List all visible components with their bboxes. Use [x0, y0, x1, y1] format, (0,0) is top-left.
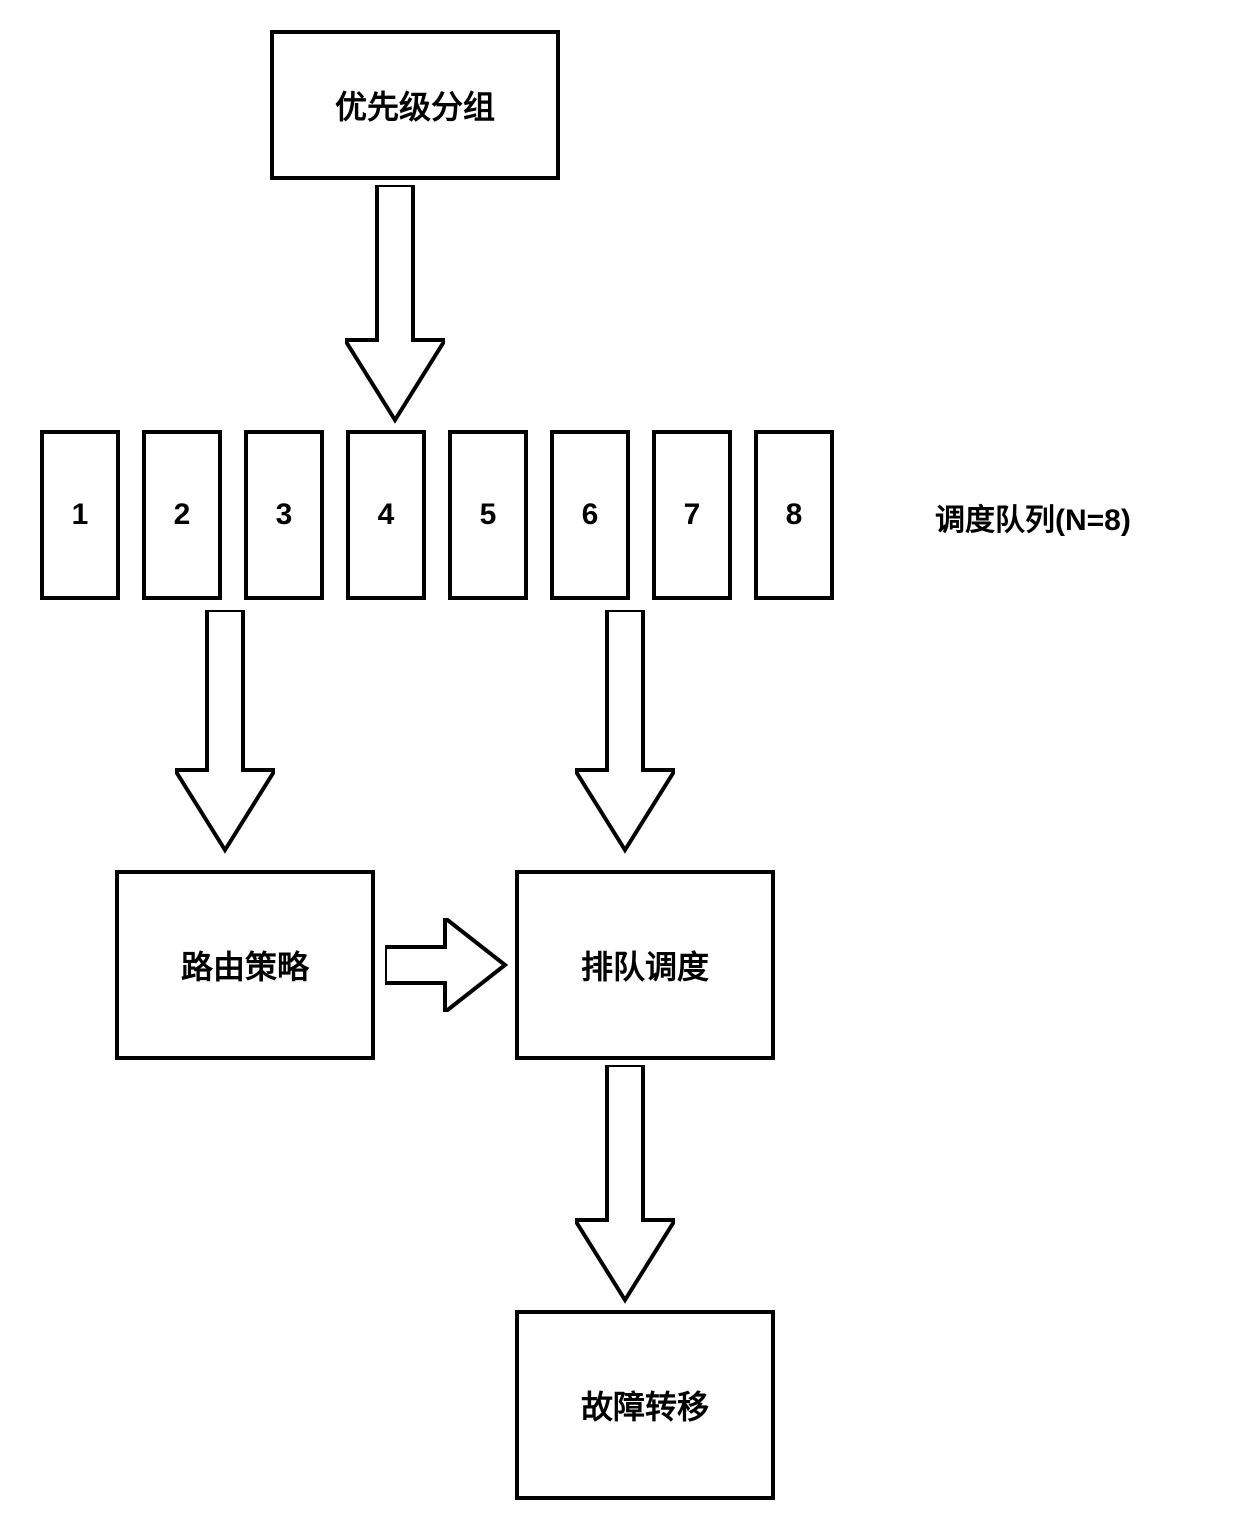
queue-cell-2: 2: [142, 430, 222, 600]
queue-cell-label: 5: [480, 498, 497, 532]
queue-cell-3: 3: [244, 430, 324, 600]
queue-cell-label: 2: [174, 498, 191, 532]
node-routing: 路由策略: [115, 870, 375, 1060]
node-failover-label: 故障转移: [581, 1382, 709, 1428]
arrow-horizontal: [385, 918, 510, 1012]
node-routing-label: 路由策略: [181, 942, 309, 988]
queue-cell-8: 8: [754, 430, 834, 600]
arrow-right-down: [575, 610, 675, 860]
queue-cell-7: 7: [652, 430, 732, 600]
queue-cell-4: 4: [346, 430, 426, 600]
arrow-bottom: [575, 1065, 675, 1310]
node-scheduling-label: 排队调度: [581, 942, 709, 988]
node-failover: 故障转移: [515, 1310, 775, 1500]
queue-cell-label: 6: [582, 498, 599, 532]
queue-label: 调度队列(N=8): [935, 495, 1131, 539]
queue-cell-label: 1: [72, 498, 89, 532]
queue-cell-label: 8: [786, 498, 803, 532]
node-scheduling: 排队调度: [515, 870, 775, 1060]
queue-cell-5: 5: [448, 430, 528, 600]
queue-cell-label: 7: [684, 498, 701, 532]
node-priority-group: 优先级分组: [270, 30, 560, 180]
queue-cell-label: 3: [276, 498, 293, 532]
arrow-top: [345, 185, 445, 430]
node-priority-group-label: 优先级分组: [335, 82, 495, 128]
queue-cell-1: 1: [40, 430, 120, 600]
queue-cell-label: 4: [378, 498, 395, 532]
arrow-left-down: [175, 610, 275, 860]
queue-cell-6: 6: [550, 430, 630, 600]
flowchart-canvas: 优先级分组 1 2 3 4 5 6 7 8 调度队列(N=8) 路由策略 排队调…: [0, 0, 1240, 1521]
